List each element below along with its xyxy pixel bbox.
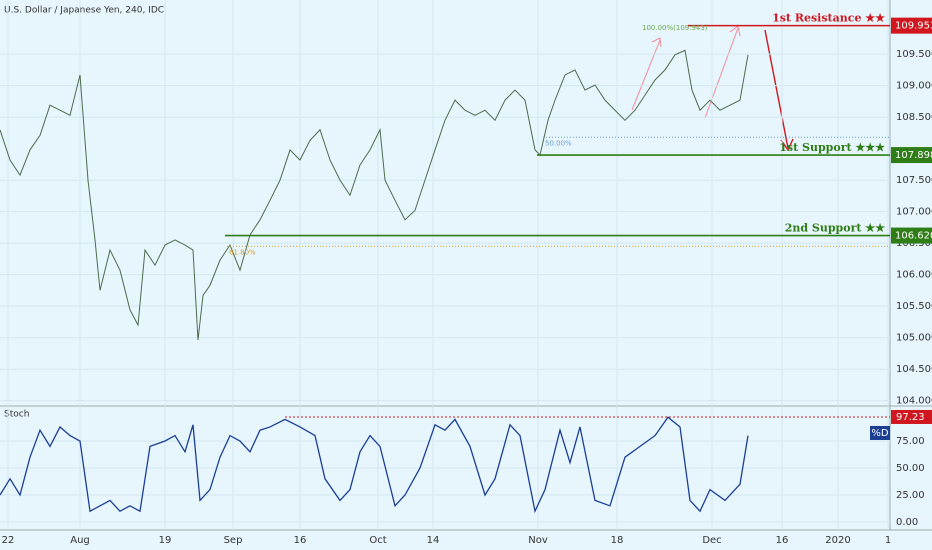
fib-label: 50.00% xyxy=(545,139,572,147)
y-tick-label: 106.000 xyxy=(896,270,932,281)
x-tick-label: 22 xyxy=(2,535,15,546)
y-tick-label: 106.500 xyxy=(896,238,932,249)
y-tick-label: 25.00 xyxy=(896,490,925,501)
fib-top-label: 100.00%(109.943) xyxy=(642,24,708,32)
x-tick-label: 19 xyxy=(159,535,172,546)
x-tick-label: Oct xyxy=(369,535,386,546)
level-name: 1st Support ★★★ xyxy=(779,141,885,154)
stoch-level-tag xyxy=(891,409,932,424)
x-tick-label: 16 xyxy=(294,535,307,546)
x-tick-label: 14 xyxy=(427,535,440,546)
stoch-title: Stoch xyxy=(4,410,29,420)
y-tick-label: 107.500 xyxy=(896,175,932,186)
x-tick-label: Aug xyxy=(70,535,90,546)
legend-tag xyxy=(870,425,890,440)
level-tag xyxy=(891,147,932,164)
legend-name: %D xyxy=(871,428,889,439)
level-value: 109.953 xyxy=(895,21,932,32)
y-tick-label: 104.500 xyxy=(896,364,932,375)
y-tick-label: 109.500 xyxy=(896,49,932,60)
level-name: 2nd Support ★★ xyxy=(785,222,885,235)
level-value: 107.898 xyxy=(895,150,932,161)
y-tick-label: 105.000 xyxy=(896,333,932,344)
y-tick-label: 104.000 xyxy=(896,396,932,407)
y-tick-label: 109.000 xyxy=(896,81,932,92)
y-tick-label: 50.00 xyxy=(896,463,925,474)
y-tick-label: 107.000 xyxy=(896,207,932,218)
fib-label: 61.80% xyxy=(229,248,256,256)
y-tick-label: 108.500 xyxy=(896,112,932,123)
x-tick-label: 16 xyxy=(776,535,789,546)
level-name: 1st Resistance ★★ xyxy=(772,12,885,25)
chart-title: U.S. Dollar / Japanese Yen, 240, IDC xyxy=(4,6,164,16)
x-tick-label: Dec xyxy=(702,535,721,546)
level-tag xyxy=(891,17,932,34)
series-line xyxy=(0,416,749,514)
x-tick-label: 18 xyxy=(611,535,624,546)
x-tick-label: 1 xyxy=(885,535,891,546)
x-tick-label: Nov xyxy=(528,535,548,546)
series-line xyxy=(0,49,749,341)
x-tick-label: Sep xyxy=(224,535,243,546)
down-arrow xyxy=(764,29,794,152)
y-tick-label: 75.00 xyxy=(896,436,925,447)
level-value: 106.620 xyxy=(895,231,932,242)
y-tick-label: 0.00 xyxy=(896,517,918,528)
x-tick-label: 2020 xyxy=(825,535,850,546)
level-tag xyxy=(891,227,932,244)
stoch-level-value: 97.23 xyxy=(896,412,925,423)
y-tick-label: 105.500 xyxy=(896,301,932,312)
